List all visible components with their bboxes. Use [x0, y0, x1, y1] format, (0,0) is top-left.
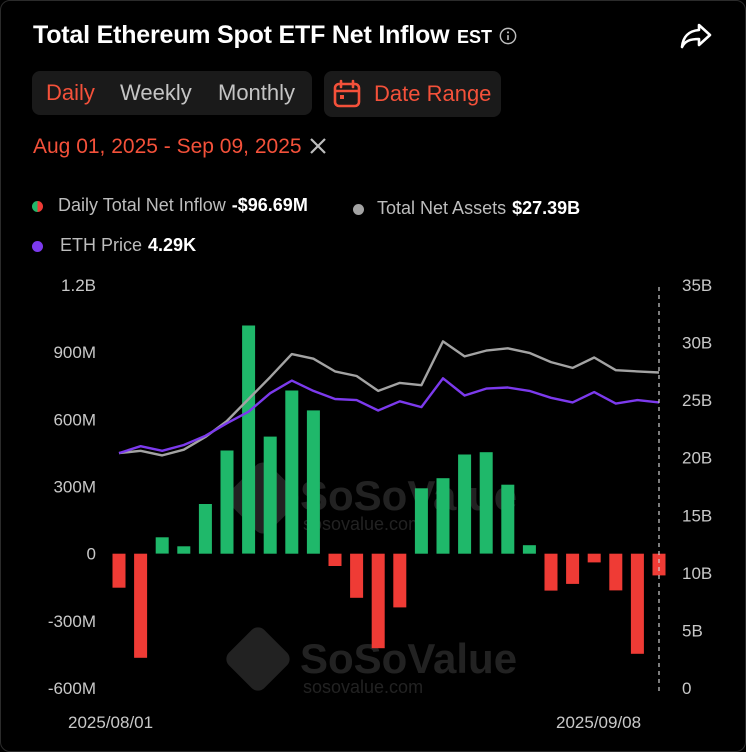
x-tick-start: 2025/08/01	[68, 713, 153, 732]
inflow-bar[interactable]	[242, 325, 256, 554]
left-axis-tick: 1.2B	[61, 276, 96, 295]
inflow-bar[interactable]	[155, 537, 169, 554]
right-axis-tick: 15B	[682, 506, 712, 525]
legend-eth-price-label: ETH Price	[60, 235, 143, 255]
watermark-url-bottom: sosovalue.com	[303, 677, 423, 697]
inflow-bar[interactable]	[220, 450, 234, 554]
legend-eth-price-value: 4.29K	[148, 235, 197, 255]
left-axis-tick: -300M	[48, 612, 96, 631]
tab-monthly[interactable]: Monthly	[218, 80, 296, 105]
inflow-bar[interactable]	[134, 553, 148, 658]
calendar-icon	[333, 79, 361, 108]
right-axis-tick: 10B	[682, 564, 712, 583]
tab-daily[interactable]: Daily	[46, 80, 95, 105]
eth-price-legend-icon	[32, 240, 43, 252]
selected-date-range: Aug 01, 2025 - Sep 09, 2025	[33, 135, 302, 158]
inflow-bar[interactable]	[350, 553, 364, 598]
inflow-bar[interactable]	[566, 553, 580, 584]
legend-net-assets-label: Total Net Assets	[377, 198, 507, 218]
inflow-bar[interactable]	[587, 553, 601, 563]
clear-range-icon[interactable]	[307, 135, 329, 157]
legend-daily-inflow-value: -$96.69M	[231, 195, 308, 215]
right-axis-tick: 5B	[682, 621, 703, 640]
timezone-label: EST	[457, 27, 493, 47]
right-axis-tick: 35B	[682, 276, 712, 295]
inflow-bar[interactable]	[177, 546, 191, 554]
x-tick-end: 2025/09/08	[556, 713, 641, 732]
inflow-bar[interactable]	[393, 553, 407, 608]
inflow-bar[interactable]	[522, 545, 536, 554]
legend-daily-inflow-label: Daily Total Net Inflow	[58, 195, 226, 215]
right-axis-tick: 25B	[682, 391, 712, 410]
inflow-bar[interactable]	[285, 390, 299, 554]
watermark-brand-bottom: SoSoValue	[300, 635, 517, 682]
legend-net-assets[interactable]: Total Net Assets $27.39B	[353, 198, 580, 219]
inflow-bar[interactable]	[436, 478, 450, 554]
left-axis-tick: 600M	[53, 410, 96, 429]
right-axis-tick: 20B	[682, 449, 712, 468]
right-axis-tick: 30B	[682, 334, 712, 353]
watermark-url-top: sosovalue.com	[303, 514, 423, 534]
inflow-bar[interactable]	[630, 553, 644, 654]
inflow-bar[interactable]	[609, 553, 623, 591]
inflow-bar[interactable]	[112, 553, 126, 588]
left-axis-tick: 300M	[53, 478, 96, 497]
left-axis-tick: 0	[87, 545, 96, 564]
inflow-bar[interactable]	[306, 410, 320, 554]
tab-weekly[interactable]: Weekly	[120, 80, 192, 105]
eth-price-line	[118, 377, 660, 455]
legend-eth-price[interactable]: ETH Price 4.29K	[32, 235, 196, 256]
share-icon[interactable]	[679, 21, 713, 51]
inflow-bar[interactable]	[458, 454, 472, 554]
inflow-bar[interactable]	[652, 553, 666, 576]
inflow-legend-icon	[32, 200, 43, 212]
period-tabs: Daily Weekly Monthly	[32, 71, 312, 115]
inflow-bar[interactable]	[501, 484, 515, 554]
inflow-bar[interactable]	[479, 452, 493, 554]
date-range-button[interactable]: Date Range	[324, 71, 501, 117]
legend-daily-inflow[interactable]: Daily Total Net Inflow -$96.69M	[32, 195, 308, 216]
inflow-bar[interactable]	[263, 436, 277, 554]
legend-net-assets-value: $27.39B	[512, 198, 581, 218]
date-range-label: Date Range	[374, 81, 492, 106]
inflow-bar[interactable]	[414, 488, 428, 554]
inflow-bar[interactable]	[198, 504, 212, 554]
inflow-bar[interactable]	[371, 553, 385, 649]
inflow-bar[interactable]	[328, 553, 342, 566]
info-icon[interactable]	[499, 27, 517, 45]
inflow-bar[interactable]	[544, 553, 558, 591]
left-axis-tick: 900M	[53, 343, 96, 362]
chart-title: Total Ethereum Spot ETF Net Inflow	[33, 21, 450, 49]
right-axis-tick: 0	[682, 679, 691, 698]
left-axis-tick: -600M	[48, 679, 96, 698]
net-assets-legend-icon	[353, 203, 364, 215]
